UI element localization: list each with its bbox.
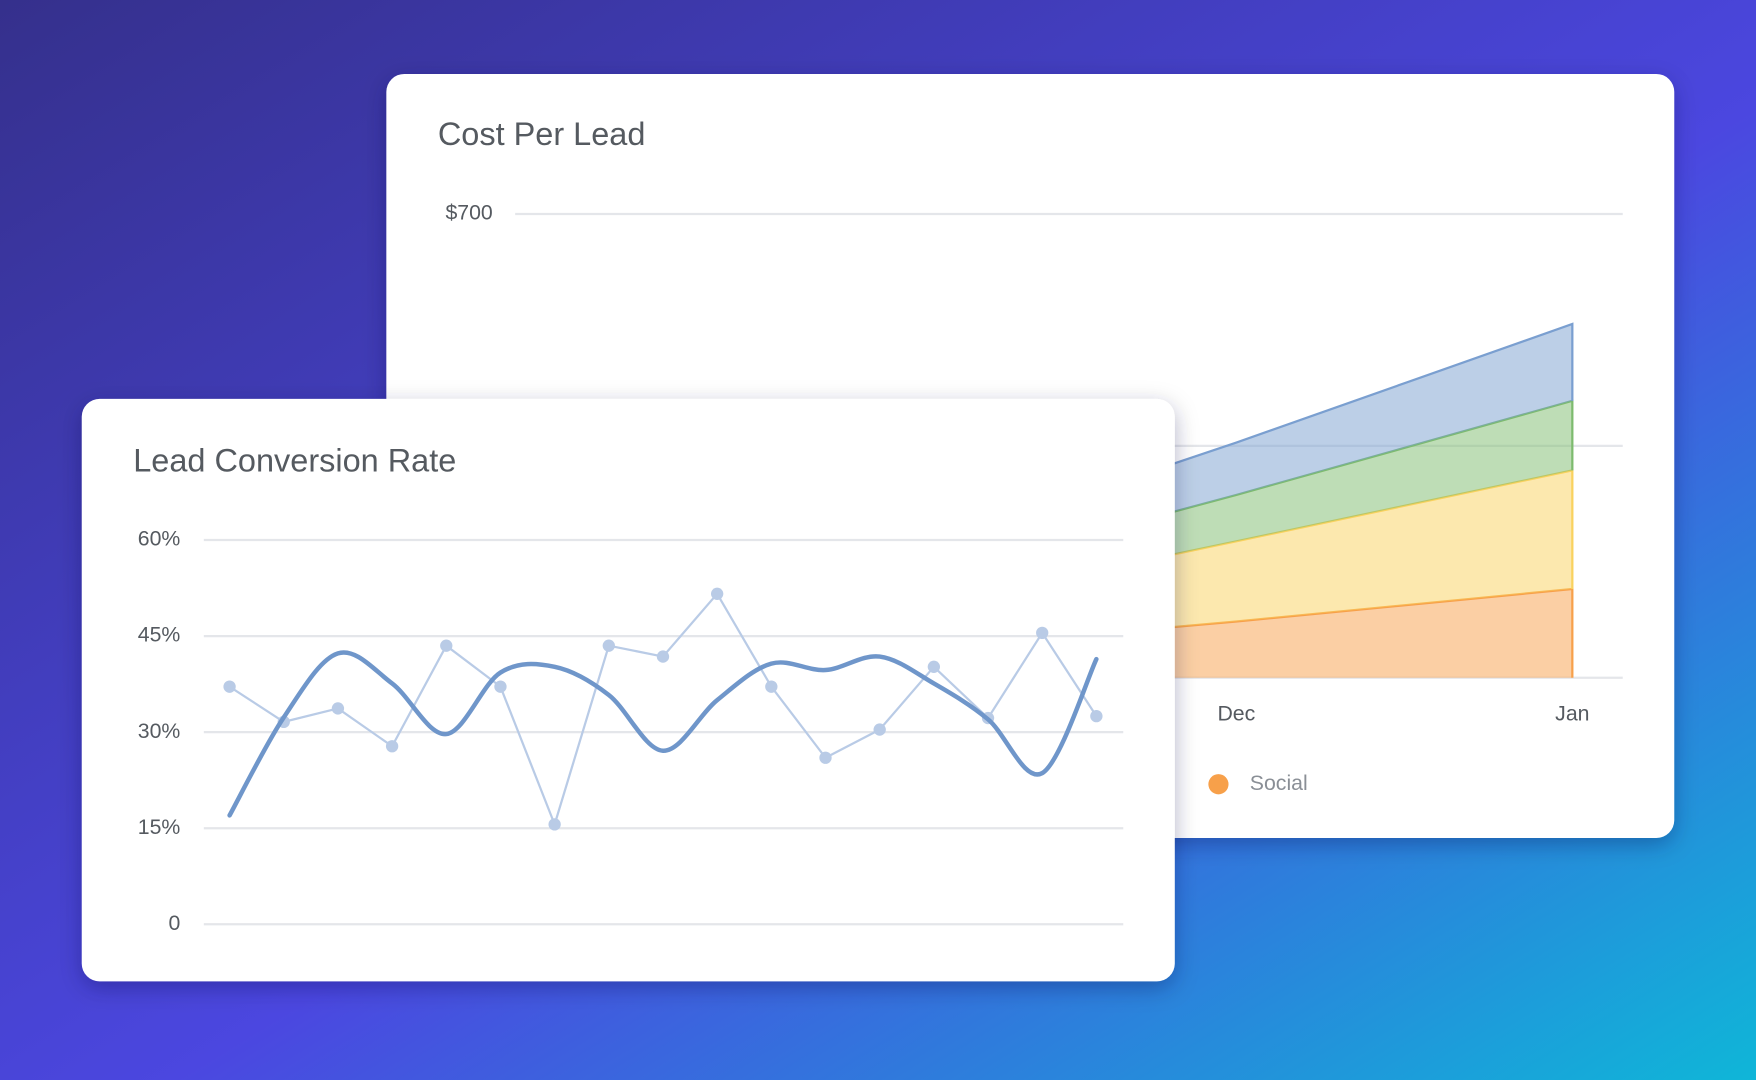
point xyxy=(873,723,886,736)
point xyxy=(656,650,670,663)
chart-title: Lead Conversion Rate xyxy=(133,442,456,478)
x-tick-label: Dec xyxy=(1217,701,1255,725)
point xyxy=(819,751,832,764)
chart-title: Cost Per Lead xyxy=(438,116,646,152)
line xyxy=(227,650,1099,818)
point xyxy=(602,639,615,652)
x-tick-label: Jan xyxy=(1555,701,1589,725)
point xyxy=(440,639,453,652)
point xyxy=(385,740,399,753)
point xyxy=(710,587,724,600)
y-tick-label: 30% xyxy=(138,719,181,743)
point xyxy=(927,660,941,673)
point xyxy=(223,680,236,693)
point xyxy=(1036,626,1049,640)
point xyxy=(494,680,507,693)
y-tick-label: 15% xyxy=(138,815,181,839)
y-tick-label: 60% xyxy=(138,527,181,551)
y-tick-label: 0 xyxy=(168,911,180,935)
point xyxy=(331,702,345,715)
legend-label: Social xyxy=(1250,771,1308,795)
point xyxy=(765,680,778,693)
card xyxy=(81,398,1175,982)
y-tick-label: $700 xyxy=(445,201,492,225)
lead-conversion-card: Lead Conversion Rate 0 15% 30% 45% 60% xyxy=(81,398,1175,982)
legend-swatch xyxy=(1208,774,1229,795)
point xyxy=(548,818,561,831)
y-tick-label: 45% xyxy=(138,623,181,647)
point xyxy=(1090,709,1103,723)
